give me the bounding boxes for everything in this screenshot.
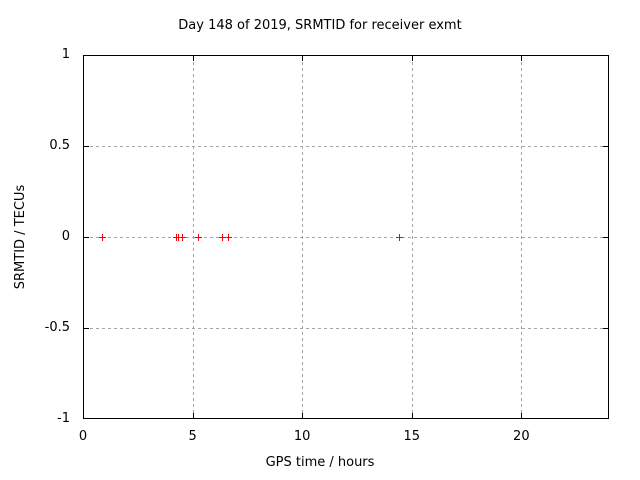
x-tick-label: 10 [293,429,311,444]
y-tick-label: -1 [57,411,70,426]
chart-title: Day 148 of 2019, SRMTID for receiver exm… [178,18,462,33]
x-tick-label: 15 [403,429,421,444]
plot-area [83,55,609,419]
y-tick-label: 1 [61,47,70,62]
x-axis-label: GPS time / hours [265,455,375,470]
x-tick-label: 5 [188,429,197,444]
plot-border [83,55,609,419]
x-tick-label: 0 [78,429,88,444]
y-tick-label: 0 [61,229,70,244]
plot-canvas [83,55,609,419]
y-tick-label: -0.5 [44,320,70,335]
y-tick-label: 0.5 [49,138,70,153]
x-tick-label: 20 [513,429,530,444]
